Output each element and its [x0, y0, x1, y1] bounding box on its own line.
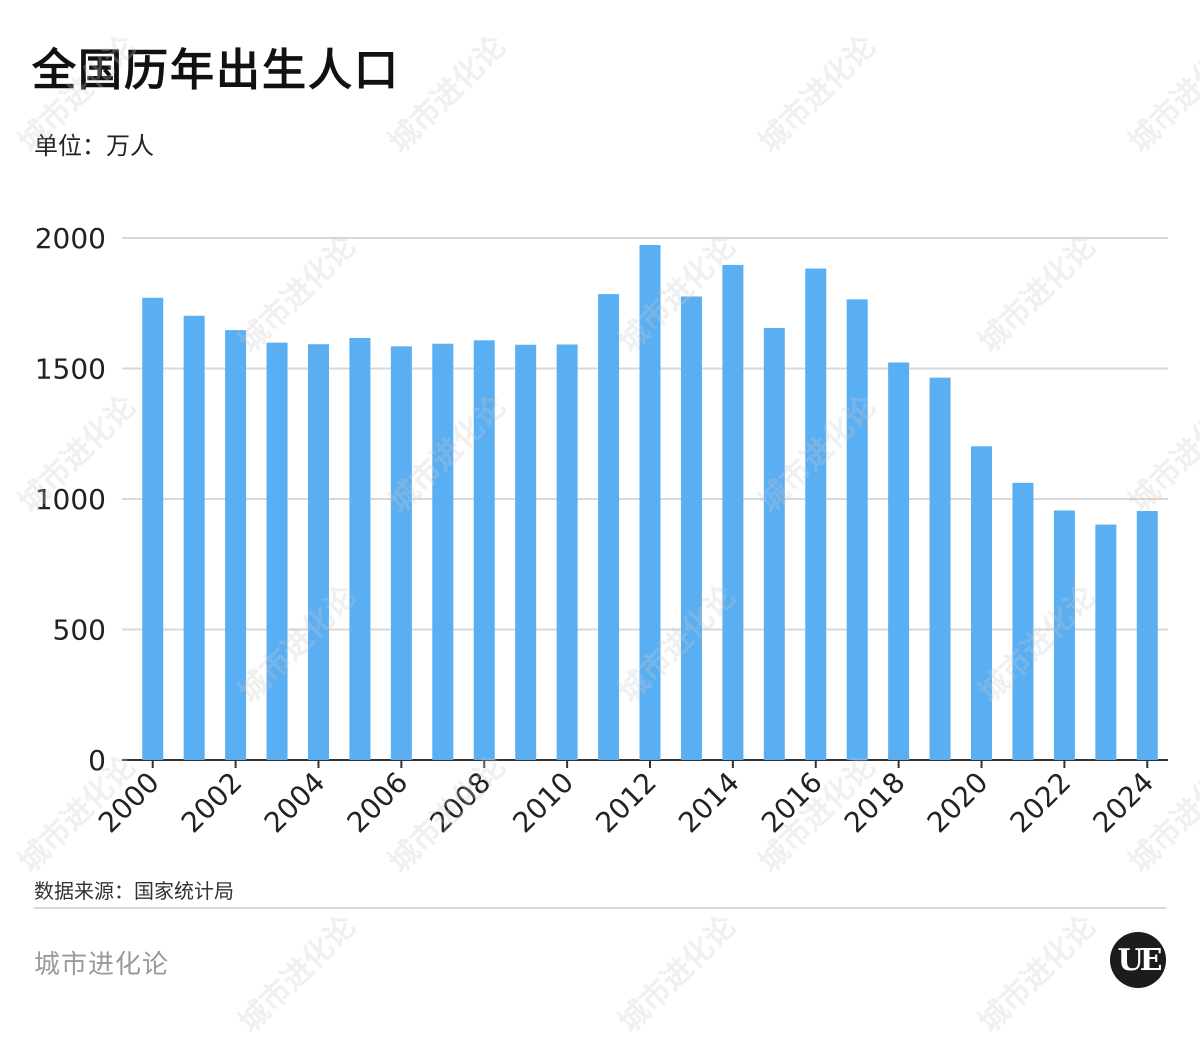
bar-2004	[307, 344, 329, 760]
bar-2014	[722, 264, 744, 760]
bar-2024	[1136, 511, 1158, 760]
y-tick-label: 500	[53, 614, 106, 647]
x-tick-label: 2022	[1004, 766, 1078, 840]
x-tick-label: 2004	[258, 766, 332, 840]
bar-2006	[390, 346, 412, 760]
bar-2017	[846, 299, 868, 760]
y-tick-label: 1000	[35, 483, 106, 516]
x-tick-label: 2014	[672, 766, 746, 840]
bar-2016	[805, 268, 827, 760]
bar-2023	[1095, 524, 1117, 760]
bar-2012	[639, 245, 661, 760]
bar-2020	[971, 446, 993, 760]
x-tick-label: 2010	[506, 766, 580, 840]
bar-2001	[183, 315, 205, 760]
bar-2007	[432, 343, 454, 760]
bar-2011	[598, 294, 620, 760]
bar-2018	[888, 362, 910, 760]
bar-2015	[763, 328, 785, 760]
watermark: 城市进化论	[612, 909, 743, 1040]
bar-2009	[515, 344, 537, 760]
data-source: 数据来源：国家统计局	[34, 879, 234, 903]
bar-2008	[473, 340, 495, 760]
bar-2005	[349, 337, 371, 760]
x-tick-label: 2016	[755, 766, 829, 840]
bar-2010	[556, 344, 578, 760]
bars	[142, 245, 1158, 760]
chart-title: 全国历年出生人口	[32, 45, 400, 96]
bar-2013	[680, 296, 702, 760]
x-tick-label: 2006	[341, 766, 415, 840]
x-axis-ticks: 2000 2002 2004 2006 2008 2010 2012 2014 2016 2018…	[92, 760, 1160, 839]
y-tick-label: 1500	[35, 353, 106, 386]
y-axis-ticks: 0 500 1000 1500 2000	[35, 222, 106, 777]
unit-label: 单位：万人	[34, 132, 154, 160]
x-tick-label: 2008	[423, 766, 497, 840]
x-tick-label: 2024	[1087, 766, 1161, 840]
bar-2003	[266, 342, 288, 760]
watermark: 城市进化论	[232, 909, 363, 1040]
bar-2022	[1053, 510, 1075, 760]
brand-logo-icon: UE	[1110, 932, 1166, 988]
x-tick-label: 2012	[589, 766, 663, 840]
y-tick-label: 2000	[35, 222, 106, 255]
bar-2000	[142, 297, 164, 760]
bar-2019	[929, 377, 951, 760]
bar-2002	[225, 330, 247, 760]
x-tick-label: 2018	[838, 766, 912, 840]
x-tick-label: 2002	[175, 766, 249, 840]
bar-2021	[1012, 482, 1034, 760]
footer-divider	[34, 907, 1166, 909]
watermark: 城市进化论	[972, 909, 1103, 1040]
brand-name: 城市进化论	[34, 950, 170, 980]
y-tick-label: 0	[88, 744, 106, 777]
x-tick-label: 2020	[921, 766, 995, 840]
bar-chart: 0 500 1000 1500 2000 2000 2002 2004 2006 2008 201…	[35, 222, 1168, 839]
